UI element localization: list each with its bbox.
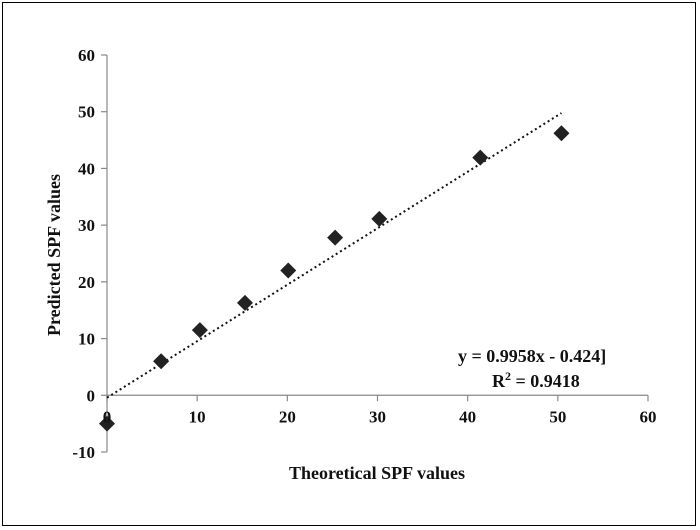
data-point-4 xyxy=(280,262,297,279)
axes xyxy=(101,54,649,453)
y-tick-label-30: 30 xyxy=(78,216,95,235)
y-tick-label--10: -10 xyxy=(72,443,95,462)
y-tick-label-40: 40 xyxy=(78,159,95,178)
trend-equation: y = 0.9958x - 0.424] xyxy=(458,346,606,366)
y-tick-label-0: 0 xyxy=(87,386,96,405)
trendline xyxy=(106,112,562,399)
data-points xyxy=(99,125,570,432)
r-squared-label: R2 = 0.9418 xyxy=(492,369,580,391)
data-point-2 xyxy=(191,322,208,339)
r-squared-suffix: = 0.9418 xyxy=(511,371,580,391)
y-tick-label-20: 20 xyxy=(78,273,95,292)
data-point-7 xyxy=(472,149,489,166)
y-axis-title: Predicted SPF values xyxy=(44,174,64,336)
data-point-1 xyxy=(153,353,170,370)
r-squared-superscript: 2 xyxy=(505,369,511,383)
y-tick-label-50: 50 xyxy=(78,103,95,122)
data-point-5 xyxy=(327,229,344,246)
x-tick-label-20: 20 xyxy=(279,407,296,426)
data-point-3 xyxy=(236,294,253,311)
x-tick-label-0: 0 xyxy=(103,407,112,426)
data-point-6 xyxy=(371,210,388,227)
trendline-path xyxy=(106,112,562,399)
data-point-8 xyxy=(553,125,570,142)
tick-labels: -10 0 10 20 30 40 50 60 0 10 20 30 40 50 60 xyxy=(72,46,656,462)
x-axis-title: Theoretical SPF values xyxy=(289,463,465,483)
x-tick-label-30: 30 xyxy=(369,407,386,426)
x-tick-label-40: 40 xyxy=(459,407,476,426)
y-tick-label-60: 60 xyxy=(78,46,95,65)
y-tick-label-10: 10 xyxy=(78,330,95,349)
x-tick-label-60: 60 xyxy=(640,407,657,426)
r-squared-prefix: R xyxy=(492,371,506,391)
data-point-0 xyxy=(99,415,115,432)
x-tick-label-50: 50 xyxy=(549,407,566,426)
x-tick-label-10: 10 xyxy=(189,407,206,426)
